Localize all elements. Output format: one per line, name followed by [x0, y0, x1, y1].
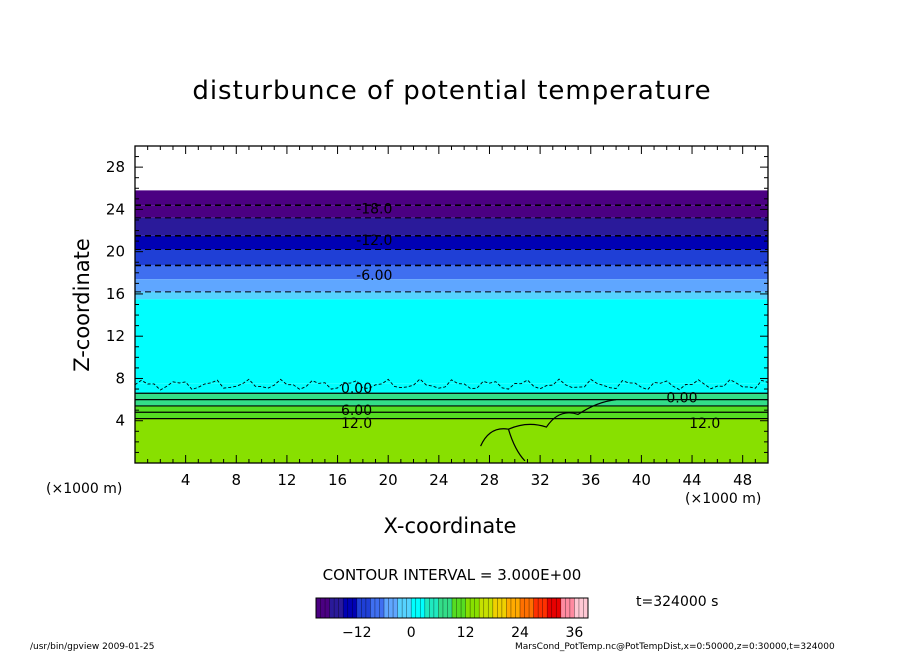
x-unit-label-right: (×1000 m): [685, 491, 762, 507]
x-tick-label: 36: [581, 471, 600, 489]
x-tick-label: 48: [733, 471, 752, 489]
contour-interval-label: CONTOUR INTERVAL = 3.000E+00: [322, 566, 582, 584]
y-tick-label: 28: [106, 158, 125, 176]
colorbar-swatch: [465, 598, 480, 618]
x-tick-label: 20: [379, 471, 398, 489]
colorbar-swatch: [356, 598, 371, 618]
x-tick-label: 44: [682, 471, 701, 489]
colorbar-swatch: [574, 598, 589, 618]
contour-fill-band: [135, 235, 768, 250]
colorbar-swatch: [560, 598, 575, 618]
contour-fill-band: [135, 279, 768, 292]
contour-label: 12.0: [341, 416, 372, 432]
contour-fill-band: [135, 249, 768, 266]
x-tick-label: 28: [480, 471, 499, 489]
x-tick-label: 16: [328, 471, 347, 489]
colorbar-swatch: [370, 598, 385, 618]
contour-label: 6.00: [341, 403, 372, 419]
contour-label: -12.0: [356, 233, 392, 249]
colorbar-swatch: [492, 598, 507, 618]
contour-fill-band: [135, 291, 768, 300]
colorbar-swatch: [452, 598, 467, 618]
contour-fill-band: [135, 265, 768, 280]
x-tick-label: 4: [181, 471, 191, 489]
y-tick-label: 20: [106, 243, 125, 261]
y-tick-label: 12: [106, 327, 125, 345]
colorbar-swatch: [547, 598, 562, 618]
colorbar-swatch: [411, 598, 426, 618]
colorbar-swatch: [506, 598, 521, 618]
x-tick-label: 24: [429, 471, 448, 489]
colorbar-tick-label: 12: [457, 625, 475, 641]
x-tick-label: 32: [531, 471, 550, 489]
colorbar-swatch: [316, 598, 331, 618]
contour-label: -6.00: [356, 268, 392, 284]
y-tick-label: 4: [115, 412, 125, 430]
footer-source: MarsCond_PotTemp.nc@PotTempDist,x=0:5000…: [515, 642, 835, 652]
x-unit-label-left: (×1000 m): [46, 481, 123, 497]
colorbar-swatch: [343, 598, 358, 618]
colorbar-swatch: [520, 598, 535, 618]
x-axis-label: X-coordinate: [383, 514, 517, 538]
colorbar-swatch: [424, 598, 439, 618]
contour-fill-band: [135, 299, 768, 384]
contour-fill-band: [135, 205, 768, 218]
time-label: t=324000 s: [636, 594, 719, 610]
colorbar-tick-label: −12: [342, 625, 372, 641]
x-tick-label: 8: [232, 471, 242, 489]
y-tick-label: 24: [106, 200, 125, 218]
colorbar-swatch: [329, 598, 344, 618]
contour-fill-band: [135, 418, 768, 463]
colorbar-swatch: [384, 598, 399, 618]
chart-title: disturbunce of potential temperature: [192, 76, 712, 106]
colorbar-tick-label: 36: [565, 625, 583, 641]
contour-label: 12.0: [689, 416, 720, 432]
colorbar-swatch: [479, 598, 494, 618]
y-tick-label: 8: [115, 369, 125, 387]
contour-label: 0.00: [666, 390, 697, 406]
y-tick-label: 16: [106, 285, 125, 303]
contour-label: -18.0: [356, 201, 392, 217]
contour-plume: [480, 399, 617, 462]
x-tick-label: 12: [277, 471, 296, 489]
colorbar-tick-label: 0: [407, 625, 416, 641]
footer-program: /usr/bin/gpview 2009-01-25: [30, 642, 155, 652]
colorbar-frame: [315, 597, 589, 619]
colorbar-tick-label: 24: [511, 625, 529, 641]
colorbar-swatch: [533, 598, 548, 618]
contour-fill-band: [135, 217, 768, 236]
contour-label: 0.00: [341, 381, 372, 397]
colorbar-swatch: [438, 598, 453, 618]
colorbar-swatch: [397, 598, 412, 618]
x-tick-label: 40: [632, 471, 651, 489]
contour-fill-band: [135, 190, 768, 206]
contour-fill-band: [135, 383, 768, 394]
y-axis-label: Z-coordinate: [70, 238, 94, 372]
contour-line-zero: [134, 378, 769, 391]
